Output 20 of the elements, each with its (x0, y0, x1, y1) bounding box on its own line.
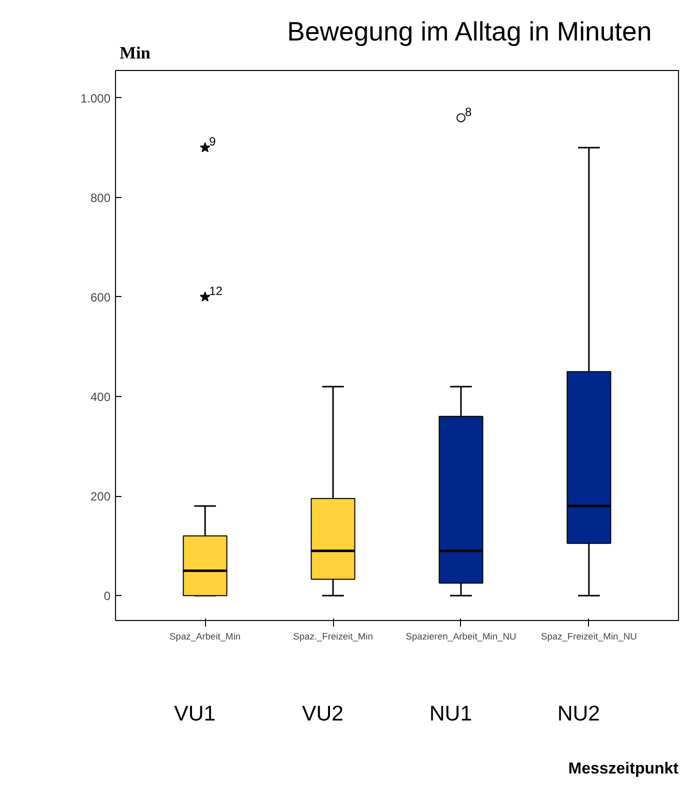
text: NU1 (429, 702, 472, 726)
annotation: 8 (464, 104, 472, 119)
y-tick-label: 400 (90, 390, 111, 404)
x-tick-label: Spaz_Arbeit_Min (170, 632, 241, 642)
annotation: 9 (209, 134, 216, 149)
annotation: 12 (209, 284, 223, 298)
y-tick-label: 800 (90, 190, 111, 205)
y-tick-label: 1.000 (80, 91, 111, 106)
text: VU2 (302, 702, 344, 726)
text: Messzeitpunkt (568, 760, 680, 778)
y-axis-title: Min (120, 44, 151, 62)
x-tick-label: Spaz_Freizeit_Min_NU (540, 632, 638, 642)
x-tick-label: Spazieren_Arbeit_Min_NU (406, 632, 516, 642)
text: NU2 (557, 702, 600, 726)
chart-title: Bewegung im Alltag in Minuten (287, 16, 652, 46)
text: VU1 (174, 702, 216, 726)
y-tick-label: 200 (90, 490, 111, 504)
y-tick-label: 0 (104, 589, 111, 604)
x-tick-label: Spaz._Freizeit_Min (293, 632, 373, 642)
y-tick-label: 600 (90, 290, 111, 304)
